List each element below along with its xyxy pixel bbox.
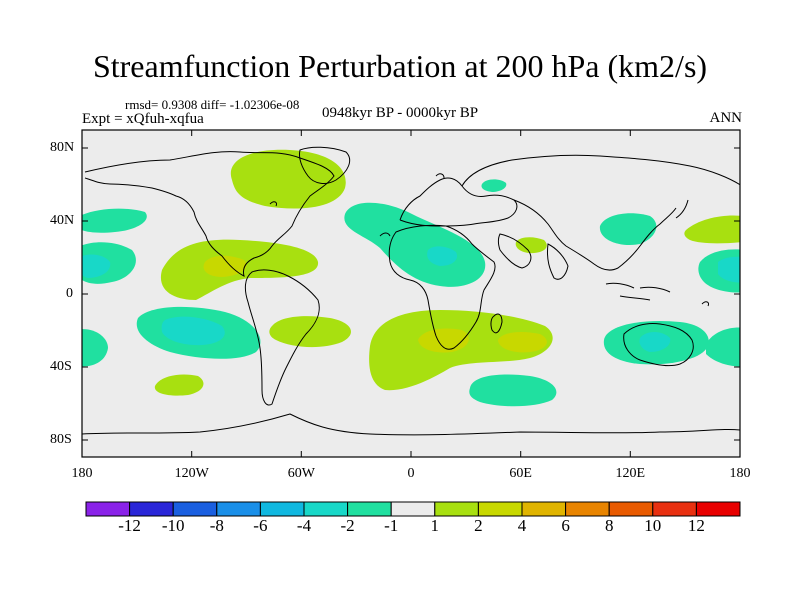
contour-negative-region [706, 327, 740, 367]
colorbar-label: -4 [296, 516, 312, 535]
colorbar-box [608, 501, 654, 517]
lon-tick-label: 180 [729, 466, 751, 481]
lon-tick-label: 60W [287, 466, 315, 481]
coastline-greenland [299, 146, 351, 184]
lon-tick-label: 60E [509, 466, 532, 481]
lat-tick-label: 80N [50, 140, 75, 155]
colorbar-label: 1 [430, 516, 440, 535]
period-label: 0948kyr BP - 0000kyr BP [322, 105, 479, 121]
contour-strong-negative-core [82, 254, 111, 278]
colorbar-label: -10 [161, 516, 185, 535]
contour-positive-region [154, 374, 204, 396]
colorbar-label: -12 [118, 516, 141, 535]
colorbar-label: 6 [561, 516, 570, 535]
lat-tick-label: 40S [50, 359, 72, 374]
chart-title: Streamfunction Perturbation at 200 hPa (… [92, 48, 708, 84]
experiment-label: Expt = xQfuh-xqfua [82, 111, 204, 127]
colorbar-box [259, 501, 305, 517]
colorbar-box [216, 501, 261, 517]
stats-line: rmsd= 0.9308 diff= -1.02306e-08 [125, 97, 299, 113]
colorbar-label: 8 [604, 516, 614, 535]
colorbar-box [477, 501, 523, 517]
colorbar-label: -2 [340, 516, 355, 535]
contour-negative-region [82, 208, 147, 233]
colorbar-box [521, 501, 567, 517]
colorbar-box [390, 501, 436, 517]
axis-ticks [81, 130, 741, 457]
colorbar-boxes [85, 501, 741, 517]
colorbar-label: 12 [687, 516, 705, 535]
contour-negative-region [344, 202, 486, 287]
coastline-indonesia [605, 282, 671, 301]
contour-positive-region [684, 215, 740, 244]
colorbar-label: 2 [474, 516, 483, 535]
colorbar-box [347, 501, 392, 517]
lat-tick-label: 0 [66, 286, 73, 301]
coastline-madagascar [490, 313, 503, 334]
colorbar-label: -1 [384, 516, 399, 535]
season-label: ANN [709, 110, 743, 126]
lon-tick-label: 0 [407, 466, 415, 481]
contour-positive-region [269, 316, 352, 348]
contour-fills [82, 149, 740, 407]
colorbar-box [652, 501, 697, 517]
contour-negative-region [82, 329, 108, 367]
colorbar-label: -8 [209, 516, 224, 535]
lon-tick-label: 120W [174, 466, 209, 481]
lon-tick-label: 180 [71, 466, 93, 481]
lon-tick-label: 120E [615, 466, 646, 481]
coastline-islands [269, 173, 709, 307]
coastline-asia [461, 154, 740, 271]
colorbar-box [303, 501, 349, 517]
contour-strong-negative-core [718, 256, 740, 283]
contour-negative-region [481, 179, 507, 192]
contour-strong-negative-core [639, 332, 671, 352]
colorbar-box [172, 501, 218, 517]
rmsd-value: rmsd= 0.9308 [125, 97, 198, 112]
coastline-arabia-india [498, 233, 569, 280]
lat-tick-label: 40N [50, 213, 75, 228]
contour-positive-region [369, 310, 553, 391]
contour-negative-region [599, 213, 657, 246]
coastline-antarctica [82, 413, 740, 436]
coastline-australia [623, 323, 694, 367]
colorbar-label: 10 [644, 516, 662, 535]
colorbar-box [695, 501, 741, 517]
colorbar-box [129, 501, 174, 517]
contour-positive-region [203, 255, 247, 277]
contour-positive-region [515, 237, 547, 254]
contour-positive-region [498, 332, 547, 353]
colorbar-label: -6 [253, 516, 268, 535]
coastline-japan [675, 199, 689, 219]
colorbar-box [85, 501, 131, 517]
contour-strong-negative-core [161, 316, 225, 346]
contour-strong-negative-core [427, 246, 458, 266]
contour-negative-region [469, 374, 557, 407]
coastline-europe [399, 177, 518, 227]
colorbar-box [434, 501, 479, 517]
lat-tick-label: 80S [50, 432, 72, 447]
coastline-africa [388, 224, 496, 350]
coastlines [82, 146, 740, 436]
colorbar-label: 4 [517, 516, 527, 535]
coastline-north-america [84, 151, 335, 277]
diff-value: diff= -1.02306e-08 [200, 97, 300, 112]
coastline-south-america [244, 269, 320, 406]
colorbar-box [565, 501, 610, 517]
